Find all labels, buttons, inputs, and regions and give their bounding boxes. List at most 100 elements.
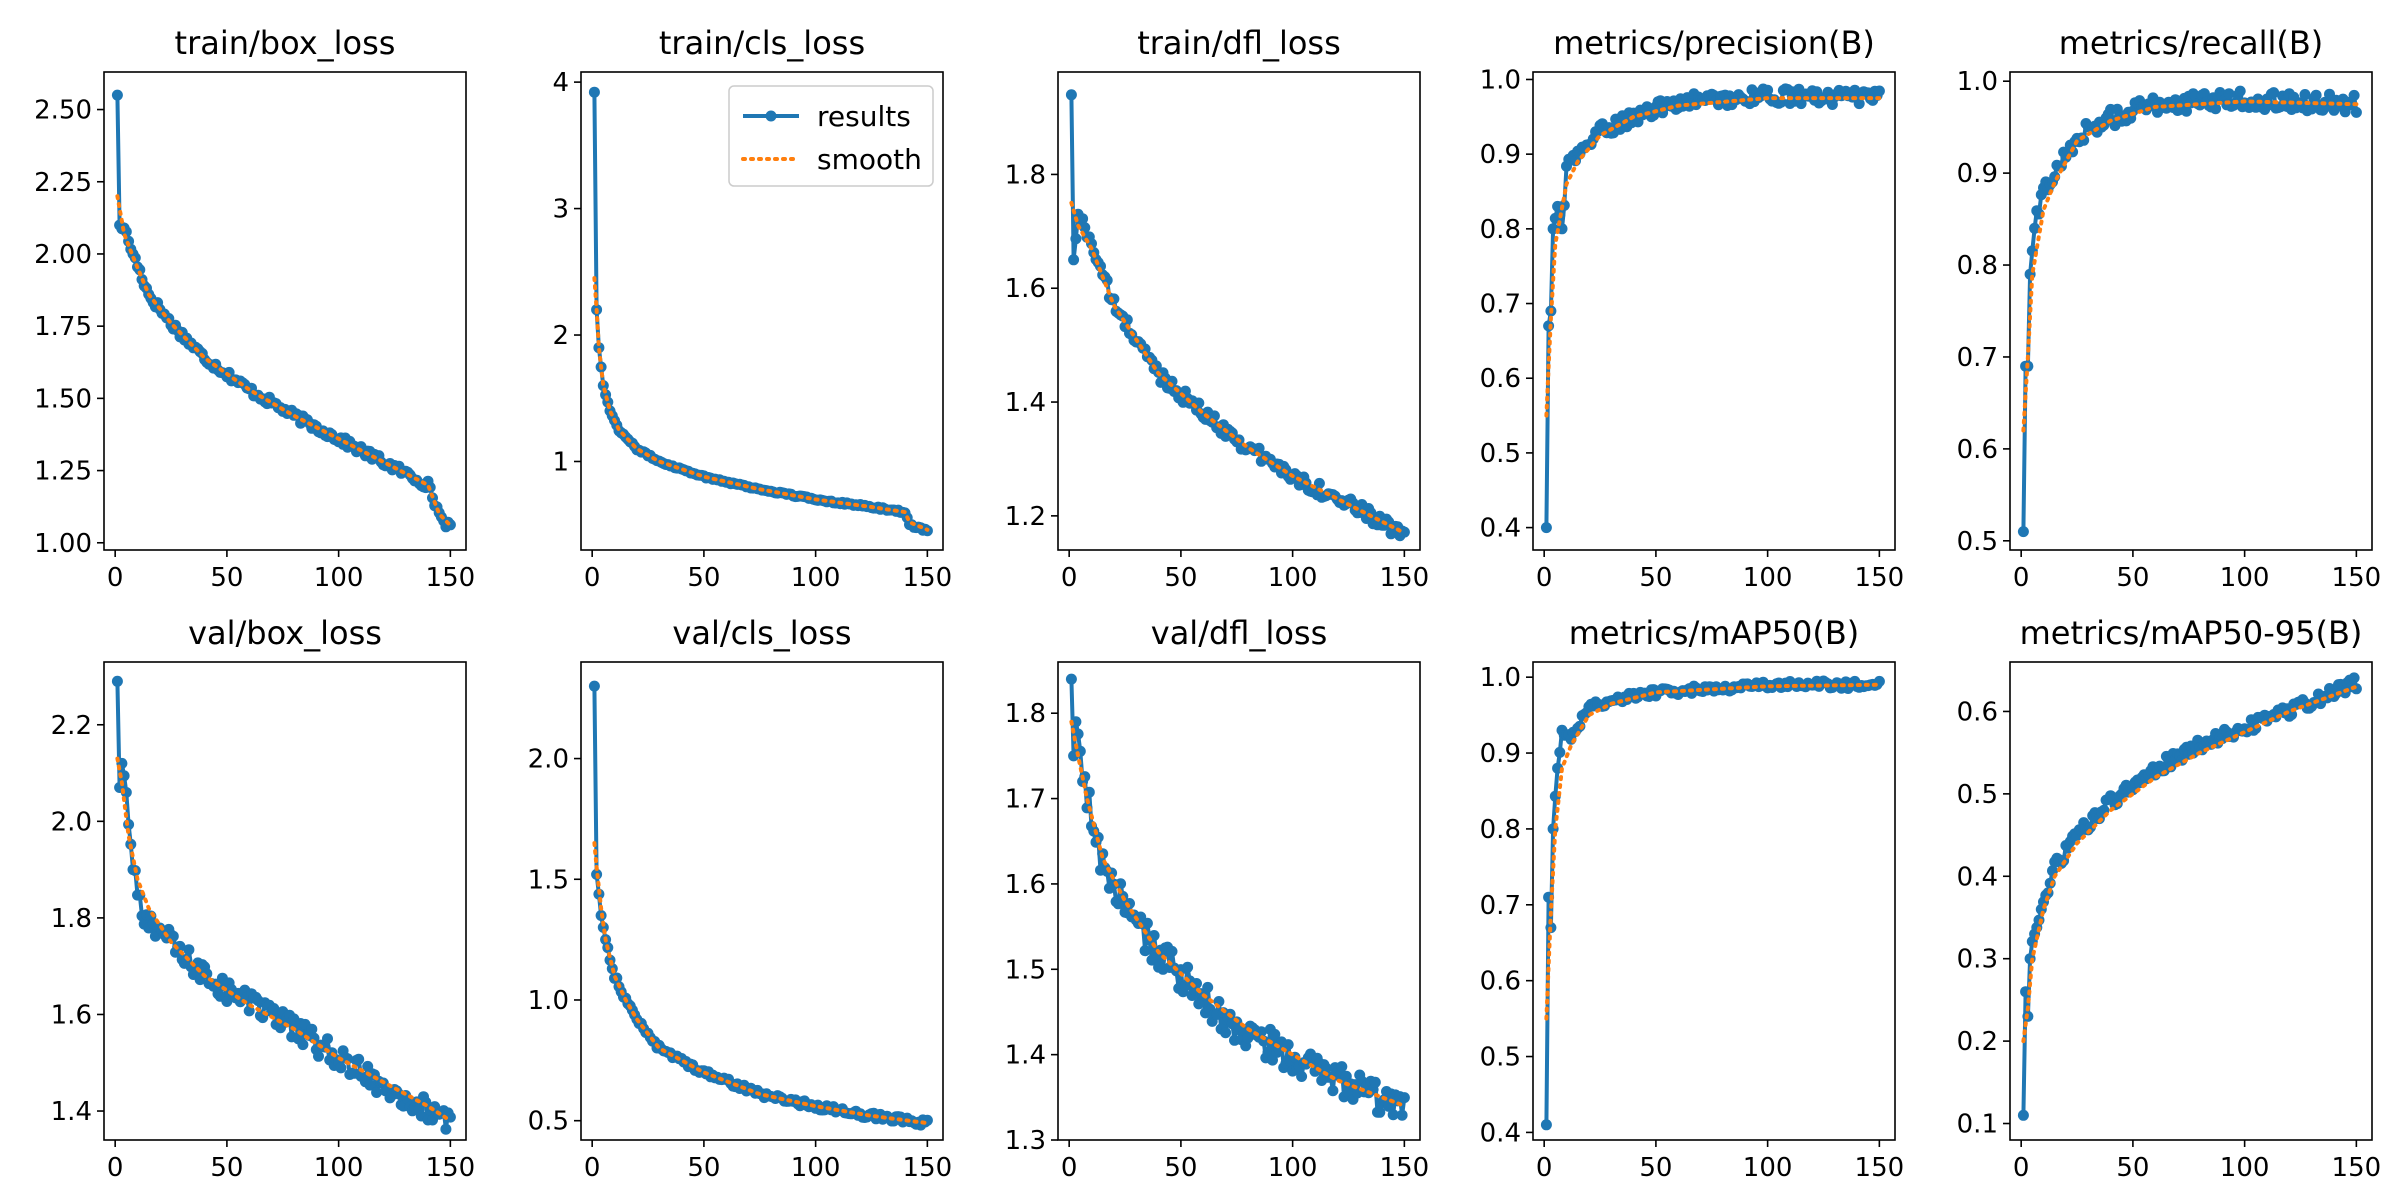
x-tick-label: 50	[687, 563, 720, 593]
results-point	[2310, 89, 2322, 101]
y-tick-label: 1	[552, 447, 569, 477]
x-tick-label: 150	[2332, 1153, 2382, 1183]
y-tick-label: 0.6	[1480, 364, 1521, 394]
results-point	[588, 86, 600, 98]
axes-frame	[580, 71, 944, 551]
results-point	[1313, 477, 1325, 489]
axes-frame	[2009, 661, 2373, 1141]
results-point	[297, 1039, 309, 1051]
results-point	[364, 1079, 376, 1091]
x-tick-label: 150	[2332, 563, 2382, 593]
y-tick-label: 0.9	[1957, 159, 1998, 189]
x-tick-label: 0	[107, 1153, 124, 1183]
y-tick-label: 1.0	[1480, 65, 1521, 95]
y-tick-label: 2.2	[51, 711, 92, 741]
y-tick-label: 1.50	[34, 384, 92, 414]
results-point	[1253, 442, 1265, 454]
x-tick-label: 0	[1536, 563, 1553, 593]
results-point	[1327, 1085, 1339, 1097]
chart-title: val/dfl_loss	[1151, 614, 1328, 652]
chart-metrics-map50-95-b: metrics/mAP50-95(B) 0 50 100 150 0.1 0.2 0.3 0.4…	[1957, 614, 2382, 1183]
results-point	[1070, 233, 1082, 245]
chart-metrics-map50-b: metrics/mAP50(B) 0 50 100 150 0.4 0.5 0.6 0.7 0.8…	[1480, 614, 1905, 1183]
y-tick-label: 0.9	[1480, 739, 1521, 769]
x-tick-label: 150	[1855, 1153, 1905, 1183]
results-line	[592, 686, 929, 1128]
x-tick-label: 50	[1639, 1153, 1672, 1183]
y-tick-label: 4	[552, 68, 569, 98]
axes-frame	[103, 71, 467, 551]
results-point	[2268, 87, 2280, 99]
results-line	[1544, 679, 1881, 1125]
chart-train-box-loss: train/box_loss 0 50 100 150 1.00 1.25 1.50 1.75 2…	[34, 24, 475, 593]
y-tick-label: 1.8	[1005, 699, 1046, 729]
y-tick-label: 1.4	[1005, 1041, 1046, 1071]
x-tick-label: 150	[426, 563, 476, 593]
y-tick-label: 1.5	[1005, 955, 1046, 985]
results-point	[1282, 1039, 1294, 1051]
chart-title: val/cls_loss	[672, 614, 851, 652]
chart-title: val/box_loss	[188, 614, 382, 652]
results-point	[1193, 998, 1205, 1010]
results-point	[440, 1123, 452, 1135]
smooth-line	[592, 276, 930, 532]
results-point	[1065, 89, 1077, 101]
y-tick-label: 0.5	[1957, 780, 1998, 810]
chart-title: metrics/mAP50-95(B)	[2020, 614, 2363, 652]
results-point	[1166, 945, 1178, 957]
y-tick-label: 1.0	[528, 986, 569, 1016]
y-tick-label: 0.4	[1957, 862, 1998, 892]
smooth-line	[2021, 684, 2359, 1044]
axes-frame	[1532, 71, 1896, 551]
axes-frame	[1532, 661, 1896, 1141]
y-tick-label: 2.50	[34, 96, 92, 126]
y-tick-label: 0.7	[1480, 290, 1521, 320]
results-point	[1540, 1119, 1552, 1131]
results-line	[1544, 86, 1882, 528]
results-point	[2084, 821, 2096, 833]
x-tick-label: 150	[903, 1153, 953, 1183]
y-tick-label: 0.8	[1480, 215, 1521, 245]
results-point	[183, 944, 195, 956]
results-point	[1269, 1028, 1281, 1040]
results-point	[1139, 945, 1151, 957]
y-tick-label: 2	[552, 321, 569, 351]
results-point	[2350, 106, 2362, 118]
smooth-line	[2021, 99, 2359, 433]
legend-smooth-label: smooth	[817, 143, 922, 176]
results-point	[2348, 89, 2360, 101]
x-tick-label: 0	[584, 1153, 601, 1183]
axes-frame	[1057, 71, 1421, 551]
results-point	[2299, 89, 2311, 100]
y-tick-label: 0.6	[1957, 435, 1998, 465]
smooth-line	[1069, 719, 1407, 1108]
results-point	[1202, 981, 1214, 993]
results-point	[1242, 1032, 1254, 1044]
results-line	[115, 681, 453, 1132]
x-tick-label: 50	[1164, 563, 1197, 593]
y-tick-label: 1.0	[1480, 663, 1521, 693]
chart-val-dfl-loss: val/dfl_loss 0 50 100 150 1.3 1.4 1.5 1.6 1.7 1.8	[1005, 614, 1430, 1183]
y-tick-label: 0.1	[1957, 1110, 1998, 1140]
results-point	[588, 680, 600, 692]
axes-frame	[2009, 71, 2373, 551]
x-tick-label: 100	[1743, 1153, 1793, 1183]
x-tick-label: 0	[1061, 1153, 1078, 1183]
smooth-line	[115, 756, 453, 1123]
y-tick-label: 1.6	[51, 1000, 92, 1030]
x-tick-label: 50	[210, 1153, 243, 1183]
x-tick-label: 100	[2220, 563, 2270, 593]
results-point	[2348, 672, 2360, 684]
results-point	[1398, 526, 1410, 538]
x-tick-label: 0	[1061, 563, 1078, 593]
axes-frame	[580, 661, 944, 1141]
results-point	[1554, 746, 1566, 758]
chart-val-box-loss: val/box_loss 0 50 100 150 1.4 1.6 1.8 2.0 2.2	[51, 614, 476, 1183]
y-tick-label: 1.6	[1005, 274, 1046, 304]
legend-results-label: results	[817, 100, 911, 133]
y-tick-label: 3	[552, 195, 569, 225]
x-tick-label: 0	[584, 563, 601, 593]
y-tick-label: 1.8	[51, 904, 92, 934]
results-point	[322, 1033, 333, 1045]
results-point	[593, 342, 605, 354]
